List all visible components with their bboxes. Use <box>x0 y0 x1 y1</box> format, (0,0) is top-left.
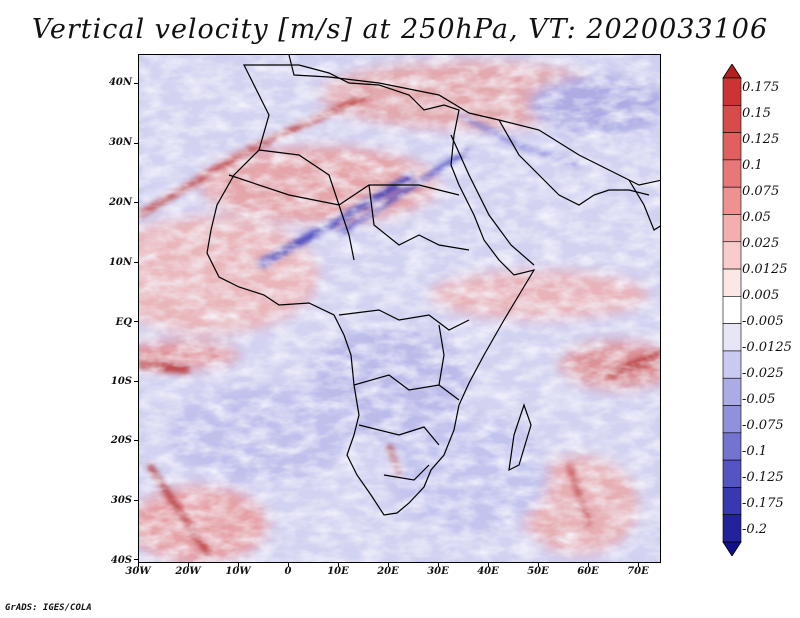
lat-label: EQ <box>115 317 132 328</box>
colorbar-label: 0.005 <box>742 288 780 303</box>
colorbar-label: 0.05 <box>742 210 771 225</box>
colorbar-segment <box>722 296 742 324</box>
colorbar <box>722 64 742 556</box>
lon-tick <box>138 563 139 567</box>
lon-label: 10W <box>225 566 251 577</box>
lat-tick <box>134 261 138 263</box>
lon-tick <box>438 563 439 567</box>
lat-tick <box>134 440 138 441</box>
lat-tick <box>134 202 138 203</box>
colorbar-segment <box>722 350 742 379</box>
colorbar-label: 0.0125 <box>742 262 788 277</box>
colorbar-label: 0.125 <box>742 132 780 147</box>
colorbar-segment <box>722 514 742 543</box>
colorbar-segment <box>722 77 742 106</box>
lon-label: 50E <box>527 566 549 577</box>
lon-tick <box>538 563 539 567</box>
lon-tick <box>638 563 639 567</box>
colorbar-label: -0.1 <box>742 444 768 459</box>
lat-label: 40N <box>108 77 132 88</box>
colorbar-label: -0.005 <box>742 314 784 329</box>
lon-label: 30E <box>427 566 449 577</box>
colorbar-segment <box>722 432 742 461</box>
colorbar-label: 0.15 <box>742 106 771 121</box>
lon-label: 30W <box>125 566 151 577</box>
lon-label: 40E <box>477 566 499 577</box>
colorbar-label: -0.075 <box>742 418 784 433</box>
lat-tick <box>134 321 138 322</box>
colorbar-segment <box>722 487 742 516</box>
lon-tick <box>188 563 189 567</box>
colorbar-label: -0.175 <box>742 496 784 511</box>
colorbar-label: -0.2 <box>742 522 768 537</box>
lat-tick <box>134 83 138 84</box>
lat-tick <box>134 380 138 382</box>
lon-label: 20W <box>175 566 201 577</box>
lat-label: 30N <box>108 137 132 148</box>
lon-tick <box>488 563 489 567</box>
lon-label: 0 <box>284 566 292 577</box>
colorbar-segment <box>722 214 742 243</box>
lat-label: 20N <box>108 197 132 208</box>
colorbar-segment <box>722 186 742 215</box>
colorbar-segment <box>722 377 742 406</box>
lon-tick <box>588 563 589 567</box>
lat-label: 10S <box>110 376 132 387</box>
colorbar-top-arrow <box>722 64 742 79</box>
colorbar-bottom-arrow <box>722 541 742 556</box>
colorbar-label: -0.05 <box>742 392 776 407</box>
colorbar-segment <box>722 459 742 488</box>
lat-label: 30S <box>110 495 132 506</box>
colorbar-label: 0.075 <box>742 184 780 199</box>
colorbar-label: -0.025 <box>742 366 784 381</box>
lon-tick <box>238 563 239 567</box>
colorbar-label: 0.025 <box>742 236 780 251</box>
lat-tick <box>134 499 138 501</box>
lon-tick <box>388 563 389 567</box>
lon-label: 70E <box>627 566 649 577</box>
lat-label: 10N <box>108 257 132 268</box>
colorbar-segment <box>722 323 742 352</box>
lat-tick <box>134 559 138 560</box>
colorbar-label: 0.1 <box>742 158 763 173</box>
chart-title: Vertical velocity [m/s] at 250hPa, VT: 2… <box>31 14 769 45</box>
footer-credit: GrADS: IGES/COLA <box>5 603 92 613</box>
lon-tick <box>338 563 339 567</box>
lat-label: 40S <box>110 555 132 566</box>
colorbar-segment <box>722 405 742 434</box>
lat-tick <box>134 142 138 144</box>
lon-label: 10E <box>327 566 349 577</box>
colorbar-label: -0.0125 <box>742 340 792 355</box>
lon-tick <box>288 563 289 567</box>
colorbar-segment <box>722 159 742 188</box>
lon-label: 20E <box>377 566 399 577</box>
colorbar-segment <box>722 268 742 297</box>
colorbar-segment <box>722 104 742 133</box>
colorbar-label: 0.175 <box>742 80 780 95</box>
map-plot-area[interactable] <box>138 54 661 563</box>
vertical-velocity-field <box>139 55 660 562</box>
lon-label: 60E <box>577 566 599 577</box>
colorbar-segment <box>722 132 742 161</box>
coastlines <box>206 55 660 516</box>
colorbar-label: -0.125 <box>742 470 784 485</box>
colorbar-segment <box>722 241 742 270</box>
lat-label: 20S <box>110 435 132 446</box>
